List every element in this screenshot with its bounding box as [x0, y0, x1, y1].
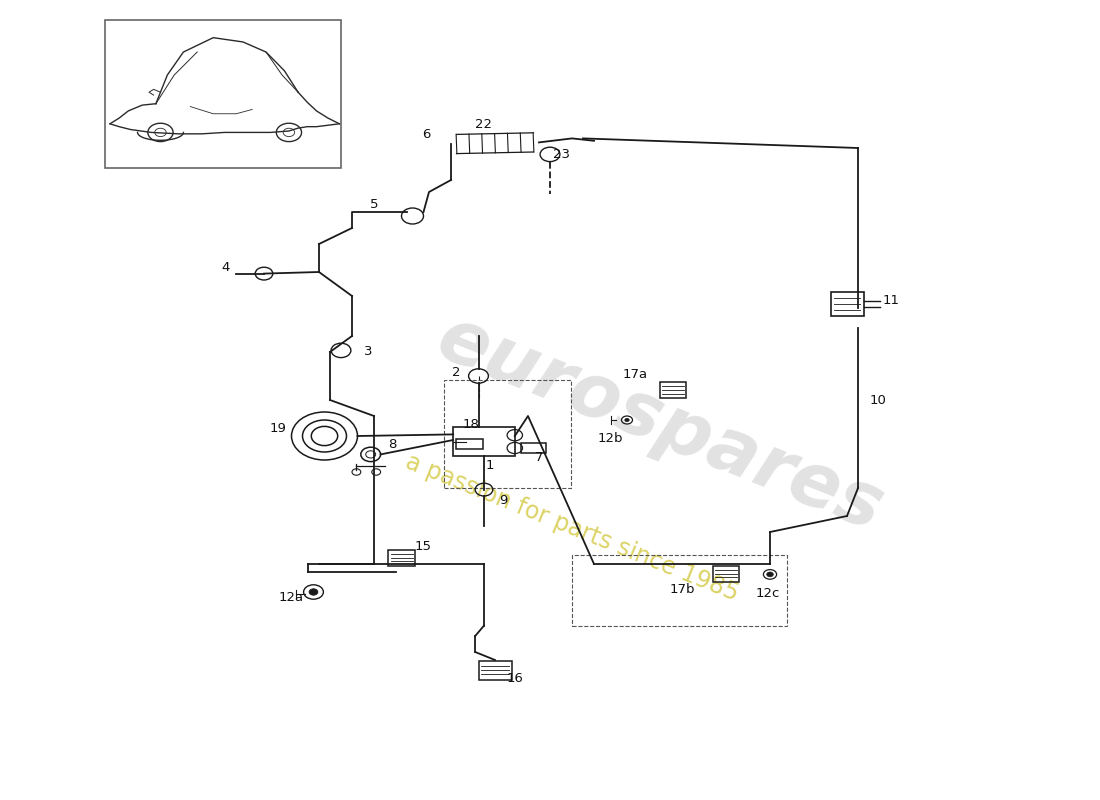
Bar: [660, 382, 686, 398]
Text: 12a: 12a: [279, 591, 304, 604]
Text: 7: 7: [535, 451, 543, 464]
Text: 17a: 17a: [623, 368, 647, 381]
Circle shape: [767, 572, 773, 577]
Text: 15: 15: [415, 540, 432, 553]
Text: 6: 6: [422, 128, 431, 141]
Text: 23: 23: [552, 148, 570, 161]
Text: 19: 19: [270, 422, 287, 434]
Circle shape: [625, 418, 629, 422]
Bar: [830, 292, 864, 316]
Text: 4: 4: [221, 261, 230, 274]
Text: 12c: 12c: [756, 587, 780, 600]
Bar: [104, 20, 341, 168]
Text: 12b: 12b: [597, 432, 624, 445]
Text: 18: 18: [462, 418, 480, 430]
Text: a passion for parts since 1985: a passion for parts since 1985: [402, 450, 742, 606]
Text: 9: 9: [499, 494, 508, 506]
Text: 1: 1: [485, 459, 494, 472]
Text: eurospares: eurospares: [427, 302, 893, 546]
Bar: [478, 661, 512, 680]
Bar: [713, 566, 739, 582]
Text: 22: 22: [475, 118, 493, 130]
Text: 2: 2: [452, 366, 461, 378]
Bar: [572, 555, 786, 626]
Bar: [453, 427, 515, 456]
Text: 17b: 17b: [669, 583, 695, 596]
Text: 11: 11: [882, 294, 900, 306]
Text: 10: 10: [869, 394, 887, 406]
Bar: [444, 380, 571, 488]
Text: 16: 16: [506, 672, 524, 685]
Text: 8: 8: [388, 438, 397, 451]
Circle shape: [309, 589, 318, 595]
Text: 5: 5: [370, 198, 378, 210]
Text: 3: 3: [364, 346, 373, 358]
Bar: [388, 550, 415, 566]
